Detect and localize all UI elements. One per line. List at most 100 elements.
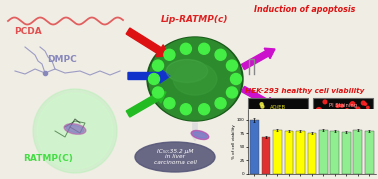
Bar [262,137,270,174]
Ellipse shape [191,130,209,139]
Ellipse shape [149,38,241,120]
Circle shape [328,116,333,120]
Ellipse shape [166,59,208,83]
Circle shape [364,103,367,105]
Circle shape [350,102,355,106]
Bar [353,130,362,174]
Circle shape [346,109,349,111]
Circle shape [315,143,318,146]
Circle shape [261,105,264,108]
Circle shape [260,103,263,106]
Circle shape [356,107,360,111]
Circle shape [323,100,327,104]
Circle shape [37,93,113,169]
Circle shape [367,106,369,109]
Text: PI Staining: PI Staining [329,103,357,108]
Circle shape [340,104,343,107]
Circle shape [332,110,335,113]
FancyArrow shape [126,28,168,57]
Circle shape [276,118,279,121]
Circle shape [349,129,353,134]
Circle shape [153,60,164,71]
Bar [342,132,350,174]
Circle shape [347,118,351,122]
Circle shape [343,129,345,131]
Circle shape [367,117,372,122]
Bar [296,131,305,174]
Circle shape [322,112,325,115]
Circle shape [347,119,351,122]
Circle shape [153,87,164,98]
Ellipse shape [193,132,207,138]
Circle shape [321,134,325,139]
Ellipse shape [66,125,84,133]
Circle shape [366,145,370,149]
Circle shape [149,74,160,84]
Circle shape [33,89,117,173]
Circle shape [342,148,347,153]
FancyBboxPatch shape [313,98,373,153]
Circle shape [356,141,360,145]
FancyArrow shape [128,69,170,83]
Text: AO/EB
staining: AO/EB staining [267,105,289,115]
Circle shape [180,104,191,115]
Text: RATMP(C): RATMP(C) [23,154,73,163]
Bar [250,120,259,174]
Text: PCDA: PCDA [14,26,42,35]
Bar [273,130,282,174]
Circle shape [253,112,256,115]
Circle shape [180,43,191,54]
Ellipse shape [64,124,86,134]
Circle shape [330,115,334,119]
Circle shape [361,101,365,105]
Circle shape [324,139,328,142]
Circle shape [362,115,364,117]
Circle shape [198,104,210,115]
Circle shape [316,108,321,113]
Circle shape [231,74,242,84]
Text: HEK-293 healthy cell viability: HEK-293 healthy cell viability [245,88,365,94]
Circle shape [332,133,335,136]
Bar [285,131,293,174]
Circle shape [265,140,268,143]
Circle shape [366,128,371,133]
Circle shape [358,134,363,139]
Bar [308,133,316,174]
Circle shape [342,121,346,125]
Circle shape [330,138,333,141]
Circle shape [336,104,339,107]
Text: DMPC: DMPC [47,54,77,64]
Circle shape [355,117,357,120]
FancyArrow shape [242,86,275,108]
Circle shape [226,87,237,98]
Y-axis label: % of cell viability: % of cell viability [232,124,235,159]
Circle shape [291,123,294,126]
Circle shape [353,133,356,136]
Ellipse shape [147,37,243,121]
Circle shape [340,148,342,151]
Ellipse shape [135,142,215,172]
Text: IC₅₀:35.2 μM
in liver
carcinoma cell: IC₅₀:35.2 μM in liver carcinoma cell [153,149,197,165]
Bar [319,130,328,174]
Circle shape [164,49,175,60]
Circle shape [226,60,237,71]
Circle shape [341,125,346,130]
FancyArrow shape [190,123,200,141]
Circle shape [198,43,210,54]
Circle shape [314,115,319,119]
FancyArrow shape [242,48,275,70]
FancyArrow shape [126,91,166,117]
Circle shape [215,49,226,60]
Circle shape [363,147,368,152]
Circle shape [338,128,343,133]
Bar [330,131,339,174]
Circle shape [215,98,226,109]
Circle shape [336,116,341,120]
Bar [365,131,373,174]
Ellipse shape [173,63,217,95]
Circle shape [164,98,175,109]
Text: Lip-RATMP(c): Lip-RATMP(c) [161,14,229,23]
Text: Induction of apoptosis: Induction of apoptosis [254,4,356,13]
Circle shape [337,126,341,129]
FancyBboxPatch shape [248,98,308,153]
